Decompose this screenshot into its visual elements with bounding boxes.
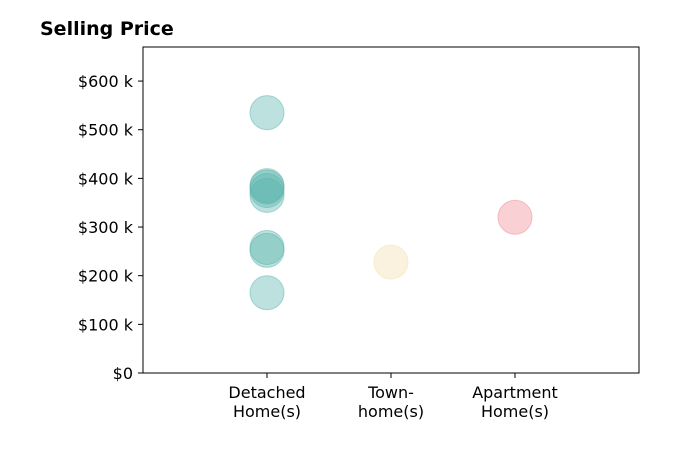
- data-point: [373, 244, 409, 280]
- x-tick-label: Home(s): [481, 402, 549, 421]
- x-tick-label: home(s): [358, 402, 424, 421]
- data-point: [249, 232, 285, 268]
- y-tick-label: $0: [113, 364, 133, 383]
- y-tick-label: $300 k: [78, 218, 134, 237]
- x-tick-label: Detached: [228, 383, 305, 402]
- y-axis: $0 $100 k $200 k $300 k $400 k $500 k $600 k: [78, 72, 143, 383]
- x-tick-label: Town-: [367, 383, 414, 402]
- plot-frame: [142, 46, 640, 374]
- data-point: [249, 173, 285, 209]
- x-axis: DetachedHome(s)Town-home(s)ApartmentHome…: [228, 373, 558, 421]
- x-tick-label: Home(s): [233, 402, 301, 421]
- y-tick-label: $400 k: [78, 169, 134, 188]
- chart-title: Selling Price: [40, 18, 174, 40]
- y-tick-label: $100 k: [78, 315, 134, 334]
- data-point: [249, 95, 285, 131]
- y-tick-label: $500 k: [78, 121, 134, 140]
- data-points: [249, 95, 533, 311]
- x-tick-label: Apartment: [472, 383, 558, 402]
- y-tick-label: $200 k: [78, 267, 134, 286]
- data-point: [249, 177, 285, 213]
- data-point: [497, 199, 533, 235]
- data-point: [249, 168, 285, 204]
- data-point: [249, 275, 285, 311]
- y-tick-label: $600 k: [78, 72, 134, 91]
